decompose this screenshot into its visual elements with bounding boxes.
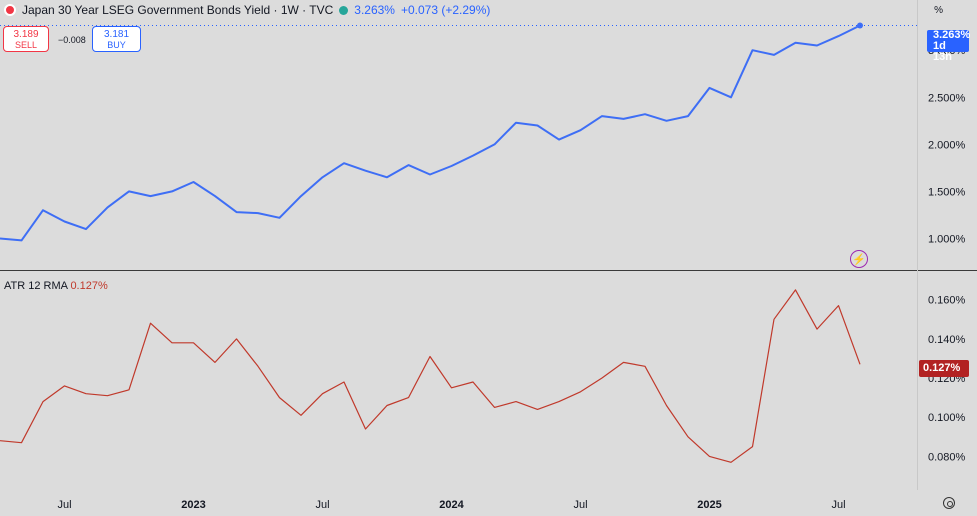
price-axis-border (917, 0, 918, 490)
sell-price: 3.189 (4, 29, 48, 40)
atr-chart-svg: 0.080%0.100%0.120%0.140%0.160% (0, 272, 977, 490)
sell-label: SELL (4, 40, 48, 51)
spread-value: −0.008 (58, 35, 86, 45)
y-tick-label: 0.100% (928, 412, 966, 424)
series-line (0, 26, 860, 241)
x-tick-label: Jul (315, 499, 329, 511)
symbol-legend: Japan 30 Year LSEG Government Bonds Yiel… (4, 3, 490, 17)
atr-value-tag: 0.127% (919, 360, 969, 377)
last-price-tag: 3.263% 1d 13h (927, 30, 969, 52)
buy-button[interactable]: 3.181 BUY (92, 26, 141, 52)
market-status-icon (339, 6, 348, 15)
bar-countdown: 1d 13h (933, 41, 965, 63)
x-tick-label: 2023 (181, 499, 205, 511)
indicator-name: ATR 12 RMA (4, 280, 67, 292)
x-tick-label: Jul (57, 499, 71, 511)
x-tick-label: Jul (573, 499, 587, 511)
y-tick-label: 0.140% (928, 334, 966, 346)
axis-unit-label[interactable]: % (934, 5, 943, 16)
buy-label: BUY (93, 40, 140, 51)
x-tick-label: Jul (831, 499, 845, 511)
y-tick-label: 0.160% (928, 295, 966, 307)
y-tick-label: 2.500% (928, 92, 966, 104)
y-tick-label: 2.000% (928, 139, 966, 151)
legend-price: 3.263% (354, 3, 395, 17)
indicator-legend[interactable]: ATR 12 RMA 0.127% (4, 280, 108, 292)
atr-pane[interactable]: 0.080%0.100%0.120%0.140%0.160% (0, 272, 917, 482)
price-chart-svg: 1.000%1.500%2.000%2.500%3.000% (0, 0, 977, 272)
sell-button[interactable]: 3.189 SELL (3, 26, 49, 52)
pane-separator[interactable] (0, 270, 977, 271)
symbol-title[interactable]: Japan 30 Year LSEG Government Bonds Yiel… (22, 3, 333, 17)
y-tick-label: 1.000% (928, 233, 966, 245)
settings-icon[interactable] (943, 497, 955, 509)
indicator-value: 0.127% (70, 280, 107, 292)
symbol-logo-icon (4, 4, 16, 16)
series-line (0, 290, 860, 462)
x-tick-label: 2024 (439, 499, 464, 511)
x-tick-label: 2025 (697, 499, 721, 511)
legend-change: +0.073 (+2.29%) (401, 3, 490, 17)
y-tick-label: 1.500% (928, 186, 966, 198)
buy-price: 3.181 (93, 29, 140, 40)
lightning-icon[interactable]: ⚡ (850, 250, 868, 268)
y-tick-label: 0.080% (928, 451, 966, 463)
